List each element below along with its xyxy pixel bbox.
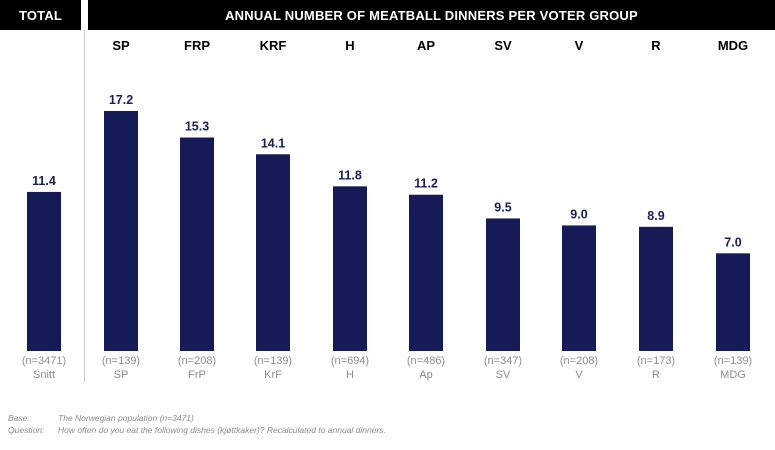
column-label-frp: FRP	[184, 38, 210, 53]
bar-sp	[104, 111, 138, 351]
category-label-krf: KrF	[264, 369, 282, 381]
bar-sv	[486, 218, 520, 351]
column-label-h: H	[345, 38, 354, 53]
sample-size-snitt: (n=3471)	[22, 355, 66, 367]
column-label-sv: SV	[494, 38, 512, 53]
total-divider	[84, 30, 85, 382]
value-label-snitt: 11.4	[32, 174, 56, 188]
value-label-mdg: 7.0	[724, 235, 741, 249]
column-label-r: R	[651, 38, 661, 53]
value-label-v: 9.0	[570, 207, 587, 221]
footnote-question-text: How often do you eat the following dishe…	[58, 425, 386, 435]
bar-v	[562, 225, 596, 351]
category-label-v: V	[575, 369, 583, 381]
sample-size-frp: (n=208)	[178, 355, 216, 367]
category-label-sv: SV	[496, 369, 511, 381]
bar-h	[333, 186, 367, 351]
category-label-r: R	[652, 369, 660, 381]
footnote-base-text: The Norwegian population (n=3471)	[58, 413, 194, 423]
bar-snitt	[27, 191, 61, 351]
category-label-frp: FrP	[188, 369, 206, 381]
bar-ap	[409, 194, 443, 351]
value-label-sp: 17.2	[109, 93, 133, 107]
column-label-mdg: MDG	[718, 38, 748, 53]
value-label-h: 11.8	[338, 168, 362, 182]
bar-mdg	[716, 253, 750, 351]
column-label-sp: SP	[112, 38, 130, 53]
footnote-question-key: Question:	[8, 425, 45, 435]
value-label-ap: 11.2	[414, 177, 438, 191]
category-label-ap: Ap	[419, 369, 432, 381]
total-header: TOTAL	[0, 0, 81, 30]
sample-size-sv: (n=347)	[484, 355, 522, 367]
sample-size-krf: (n=139)	[254, 355, 292, 367]
value-label-frp: 15.3	[185, 120, 209, 134]
bar-frp	[180, 137, 214, 351]
sample-size-ap: (n=486)	[407, 355, 445, 367]
bar-r	[639, 226, 673, 351]
sample-size-r: (n=173)	[637, 355, 675, 367]
sample-size-mdg: (n=139)	[714, 355, 752, 367]
chart-title-header: ANNUAL NUMBER OF MEATBALL DINNERS PER VO…	[88, 0, 775, 30]
column-label-ap: AP	[417, 38, 435, 53]
value-label-krf: 14.1	[261, 136, 285, 150]
sample-size-sp: (n=139)	[102, 355, 140, 367]
value-label-r: 8.9	[647, 209, 664, 223]
category-label-h: H	[346, 369, 354, 381]
column-label-krf: KRF	[260, 38, 287, 53]
category-label-sp: SP	[114, 369, 129, 381]
footnote-question: Question: How often do you eat the follow…	[8, 425, 386, 435]
footnote-base-key: Base:	[8, 413, 30, 423]
value-label-sv: 9.5	[494, 200, 511, 214]
sample-size-h: (n=694)	[331, 355, 369, 367]
column-label-v: V	[575, 38, 584, 53]
sample-size-v: (n=208)	[560, 355, 598, 367]
bar-krf	[256, 154, 290, 351]
category-label-snitt: Snitt	[33, 369, 55, 381]
category-label-mdg: MDG	[720, 369, 746, 381]
footnote-base: Base: The Norwegian population (n=3471)	[8, 413, 194, 423]
